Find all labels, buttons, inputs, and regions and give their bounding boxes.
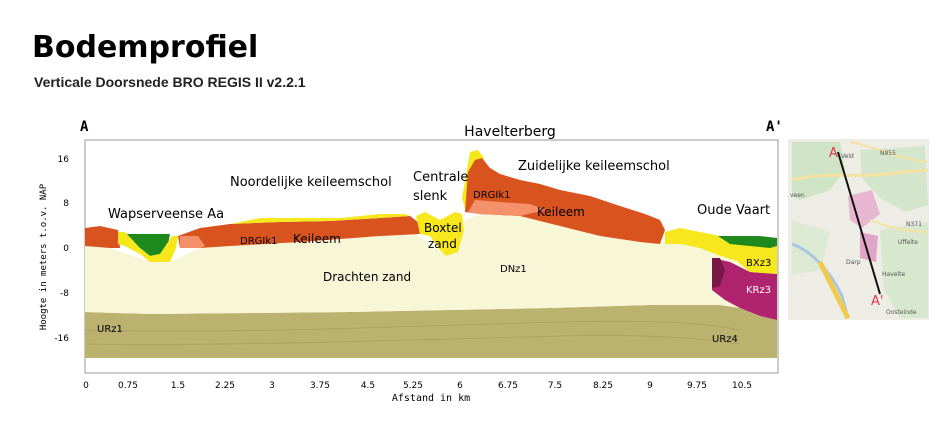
unit-holocene-right: [718, 236, 777, 248]
annotation-wapserveense-aa: Wapserveense Aa: [108, 207, 224, 222]
unit-holocene-left: [122, 234, 170, 256]
x-tick-label: 5.25: [403, 381, 423, 391]
unit-label-urz1: URz1: [97, 324, 123, 335]
x-tick-label: 6.75: [498, 381, 518, 391]
unit-codes: DRGIk1 DRGIk1 DNz1 URz1 URz4 BXz3 KRz3: [97, 190, 771, 345]
page-title: Bodemprofiel: [32, 30, 259, 65]
place-label: N371: [906, 221, 922, 228]
annotation-boxtel-2: zand: [428, 237, 457, 251]
map-label-a-prime: A': [871, 294, 883, 309]
unit-label-bxz3: BXz3: [746, 258, 771, 269]
section-end-label: A': [766, 119, 783, 135]
map-label-a: A: [829, 146, 838, 161]
place-label: Darp: [846, 259, 861, 266]
annotation-zuidelijke: Zuidelijke keileemschol: [518, 159, 670, 174]
place-label: N855: [880, 150, 896, 157]
unit-drgik1-left-main: [178, 216, 420, 248]
annotation-boxtel-1: Boxtel: [424, 221, 462, 235]
unit-keileem-light-left: [180, 236, 205, 248]
place-label: Oosteinde: [886, 309, 917, 316]
annotations: Havelterberg Wapserveense Aa Noordelijke…: [108, 124, 770, 284]
y-axis-label: Hoogte in meters t.o.v. NAP: [39, 183, 49, 330]
unit-label-drgik1-left: DRGIk1: [240, 236, 278, 247]
x-axis-label: Afstand in km: [392, 393, 470, 404]
unit-krz3-dark: [712, 258, 725, 288]
unit-label-drgik1-right: DRGIk1: [473, 190, 511, 201]
y-tick-label: 0: [63, 244, 69, 254]
annotation-drachten-zand: Drachten zand: [323, 270, 411, 284]
y-tick-label: 16: [58, 155, 70, 165]
annotation-oude-vaart: Oude Vaart: [697, 203, 770, 218]
inset-map: Veld N855 veen N371 Uffelte Darp Havelte…: [788, 139, 929, 320]
annotation-centrale-1: Centrale: [413, 170, 468, 185]
section-line: [837, 151, 881, 295]
x-tick-label: 2.25: [215, 381, 235, 391]
unit-krz3: [712, 258, 777, 320]
x-tick-label: 8.25: [593, 381, 613, 391]
unit-boxtel-ridge: [230, 214, 410, 224]
x-tick-label: 6: [457, 381, 463, 391]
x-tick-label: 0.75: [118, 381, 138, 391]
unit-label-dnz1: DNz1: [500, 264, 527, 275]
annotation-keileem-right: Keileem: [537, 205, 585, 219]
place-label: Havelte: [882, 271, 905, 278]
x-tick-label: 3.75: [310, 381, 330, 391]
x-tick-label: 9: [647, 381, 653, 391]
unit-boxtel-central: [416, 212, 464, 256]
unit-boxtel-left: [118, 232, 178, 262]
y-axis: 16 8 0 -8 -16: [54, 155, 69, 344]
annotation-noordelijke: Noordelijke keileemschol: [230, 175, 392, 190]
annotation-keileem-left: Keileem: [293, 232, 341, 246]
x-tick-label: 1.5: [171, 381, 185, 391]
y-tick-label: -16: [54, 334, 69, 344]
x-tick-label: 0: [83, 381, 89, 391]
place-label: veen: [790, 192, 805, 199]
unit-drachten-zand: [85, 214, 777, 320]
page-subtitle: Verticale Doorsnede BRO REGIS II v2.2.1: [34, 74, 306, 90]
place-label: Veld: [841, 153, 854, 160]
x-tick-label: 9.75: [687, 381, 707, 391]
annotation-havelterberg: Havelterberg: [464, 124, 556, 140]
unit-drgik1-left: [85, 226, 120, 248]
place-label: Uffelte: [898, 239, 918, 246]
x-axis: 0 0.75 1.5 2.25 3 3.75 4.5 5.25 6 6.75 7…: [83, 381, 752, 391]
x-tick-label: 3: [269, 381, 275, 391]
unit-urz: [85, 305, 777, 358]
y-tick-label: 8: [63, 199, 69, 209]
urz-banding: [84, 320, 741, 345]
unit-keileem-light-right: [468, 200, 545, 216]
unit-bxz3: [738, 250, 777, 274]
unit-drgik1-right: [465, 158, 665, 244]
x-tick-label: 10.5: [732, 381, 752, 391]
y-tick-label: -8: [60, 289, 69, 299]
unit-label-urz4: URz4: [712, 334, 738, 345]
unit-label-krz3: KRz3: [746, 285, 771, 296]
annotation-centrale-2: slenk: [413, 189, 448, 204]
x-tick-label: 4.5: [361, 381, 375, 391]
x-tick-label: 7.5: [548, 381, 562, 391]
section-start-label: A: [80, 119, 89, 135]
